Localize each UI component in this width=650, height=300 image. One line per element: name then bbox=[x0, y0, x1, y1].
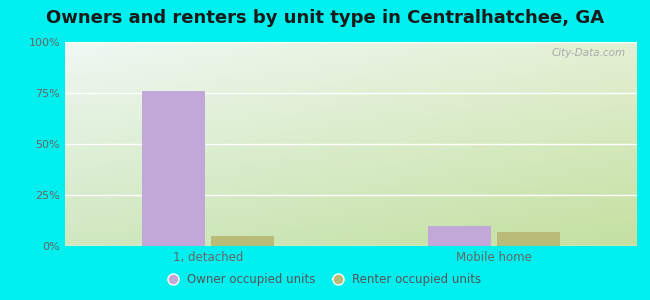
Bar bbox=[497, 232, 560, 246]
Text: City-Data.com: City-Data.com bbox=[551, 48, 625, 58]
Text: Owners and renters by unit type in Centralhatchee, GA: Owners and renters by unit type in Centr… bbox=[46, 9, 604, 27]
Legend: Owner occupied units, Renter occupied units: Owner occupied units, Renter occupied un… bbox=[164, 269, 486, 291]
Bar bbox=[211, 236, 274, 246]
Bar bbox=[142, 91, 205, 246]
Bar bbox=[428, 226, 491, 246]
